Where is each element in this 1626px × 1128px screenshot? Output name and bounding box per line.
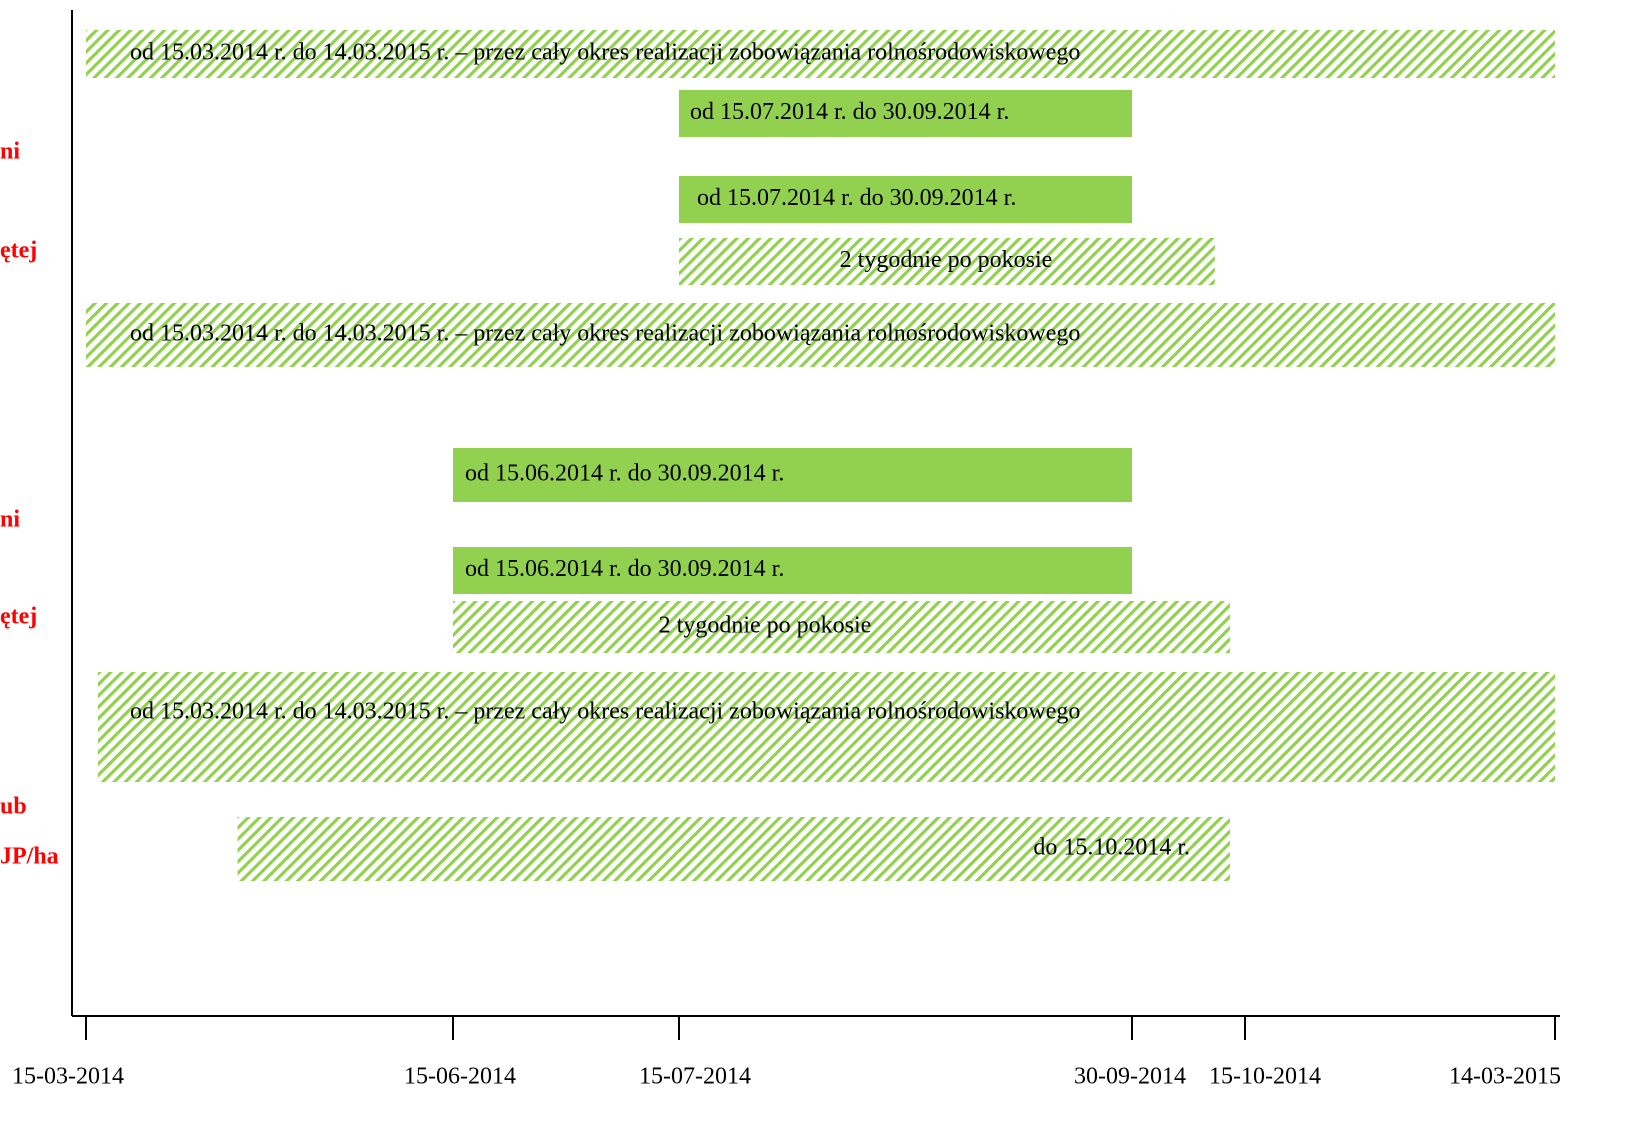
bar-label: od 15.06.2014 r. do 30.09.2014 r. [465,556,784,582]
bar [679,238,1215,285]
bar [679,90,1132,137]
x-tick-label: 15-10-2014 [1209,1064,1321,1090]
row-label: ni [0,507,20,533]
bar-label: do 15.10.2014 r. [1033,835,1190,861]
row-label: JP/ha [0,844,59,870]
x-tick-label: 30-09-2014 [1074,1064,1186,1090]
row-label: ni [0,139,20,165]
bar [453,547,1132,594]
bar [453,448,1132,502]
bar-label: 2 tygodnie po pokosie [840,247,1053,273]
bar [97,672,1555,782]
bar [679,176,1132,223]
bar-label: od 15.07.2014 r. do 30.09.2014 r. [697,185,1016,211]
row-label: ub [0,794,27,820]
bar-label: od 15.06.2014 r. do 30.09.2014 r. [465,461,784,487]
row-label: ętej [0,604,37,630]
x-tick-label: 14-03-2015 [1449,1064,1561,1090]
bar [453,601,1230,653]
bar-label: od 15.03.2014 r. do 14.03.2015 r. – prze… [130,321,1080,347]
bar-label: 2 tygodnie po pokosie [659,613,872,639]
bar-label: od 15.03.2014 r. do 14.03.2015 r. – prze… [130,40,1080,66]
bar-label: od 15.07.2014 r. do 30.09.2014 r. [690,99,1009,125]
bar [86,30,1555,78]
x-tick-label: 15-03-2014 [12,1064,124,1090]
x-tick-label: 15-06-2014 [404,1064,516,1090]
bar-label: od 15.03.2014 r. do 14.03.2015 r. – prze… [130,699,1080,725]
bar [237,817,1230,881]
x-tick-label: 15-07-2014 [639,1064,751,1090]
row-label: ętej [0,238,37,264]
bar [86,303,1555,367]
